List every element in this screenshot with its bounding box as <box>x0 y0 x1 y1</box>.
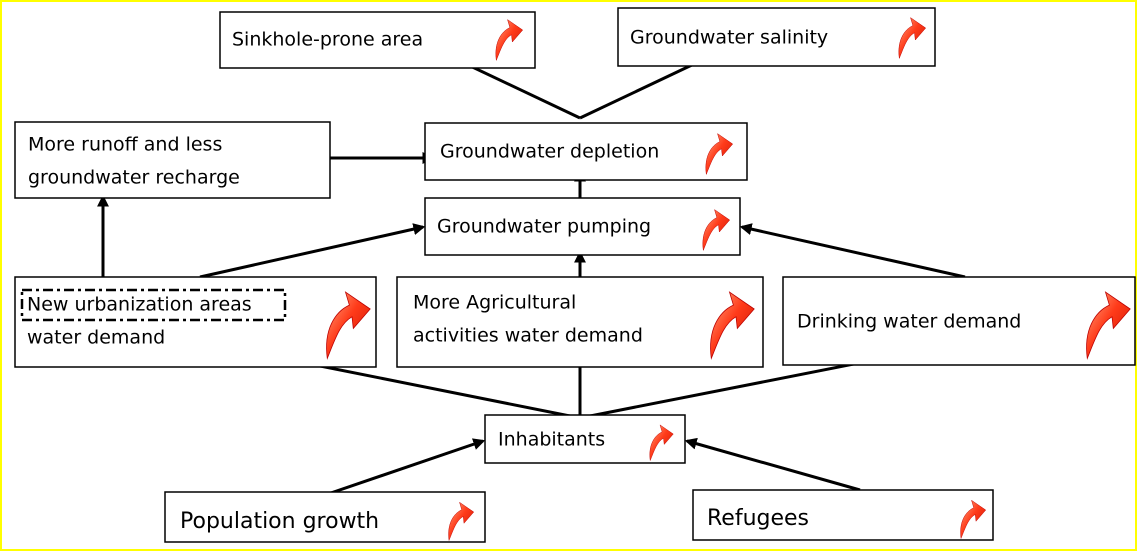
node-box <box>14 121 331 199</box>
node-box <box>782 276 1136 366</box>
node-label: Population growth <box>180 509 379 534</box>
node-label: New urbanization areas <box>27 294 252 316</box>
node: Drinking water demand <box>782 276 1136 366</box>
node: More Agricultural activities water demand <box>396 276 764 368</box>
node-label: Refugees <box>707 506 809 531</box>
node-box <box>424 122 748 181</box>
node-label: Sinkhole-prone area <box>232 29 423 51</box>
node-label: Groundwater pumping <box>437 216 651 238</box>
node-label: water demand <box>27 327 165 349</box>
arrow <box>739 223 966 279</box>
node-box <box>164 491 486 543</box>
node: Sinkhole-prone area <box>219 11 536 69</box>
node-box <box>219 11 536 69</box>
arrow <box>684 437 861 492</box>
arrow <box>324 438 486 497</box>
node-box <box>692 489 994 541</box>
node-label: Groundwater depletion <box>440 141 659 163</box>
node: Population growth <box>164 491 486 543</box>
node: Inhabitants <box>484 414 686 464</box>
node-label: More Agricultural <box>413 292 576 314</box>
node-label: groundwater recharge <box>28 167 240 189</box>
node: New urbanization areas water demand <box>14 276 377 368</box>
node-label: Groundwater salinity <box>630 27 828 49</box>
node-label: Inhabitants <box>498 429 605 451</box>
node-label: Drinking water demand <box>797 311 1021 333</box>
node-label: More runoff and less <box>28 134 222 156</box>
node: Refugees <box>692 489 994 541</box>
node: Groundwater depletion <box>424 122 748 181</box>
node-box <box>424 197 741 256</box>
node: Groundwater pumping <box>424 197 741 256</box>
node: Groundwater salinity <box>617 7 936 67</box>
node-label: activities water demand <box>413 325 643 347</box>
node-box <box>14 276 377 368</box>
node-box <box>617 7 936 67</box>
arrow <box>199 223 426 279</box>
nodes: Sinkhole-prone area Groundwater salinity M… <box>14 7 1136 543</box>
node-box <box>396 276 764 368</box>
highlight-frame <box>20 288 287 322</box>
node: More runoff and less groundwater recharge <box>14 121 331 199</box>
